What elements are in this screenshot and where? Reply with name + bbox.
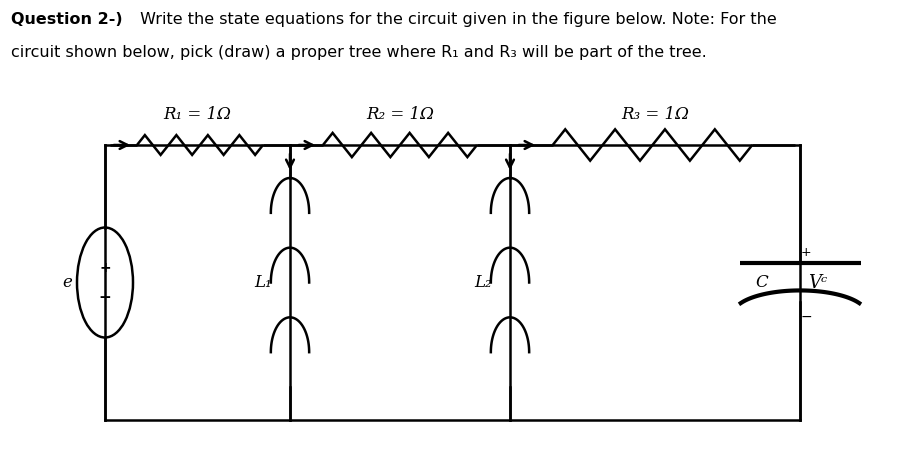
Text: L₁: L₁ <box>254 274 272 291</box>
Text: Write the state equations for the circuit given in the figure below. Note: For t: Write the state equations for the circui… <box>135 12 777 27</box>
Text: circuit shown below, pick (draw) a proper tree where R₁ and R₃ will be part of t: circuit shown below, pick (draw) a prope… <box>11 45 707 60</box>
Text: Question 2-): Question 2-) <box>11 12 122 27</box>
Text: e: e <box>62 274 72 291</box>
Text: +: + <box>801 246 811 259</box>
Text: −: − <box>99 290 111 305</box>
Text: R₂ = 1Ω: R₂ = 1Ω <box>366 106 434 123</box>
Text: R₁ = 1Ω: R₁ = 1Ω <box>163 106 232 123</box>
Text: L₂: L₂ <box>474 274 492 291</box>
Text: C: C <box>755 274 768 291</box>
Text: R₃ = 1Ω: R₃ = 1Ω <box>621 106 689 123</box>
Text: +: + <box>99 262 110 276</box>
Text: Vᶜ: Vᶜ <box>808 274 827 292</box>
Text: −: − <box>800 310 812 323</box>
